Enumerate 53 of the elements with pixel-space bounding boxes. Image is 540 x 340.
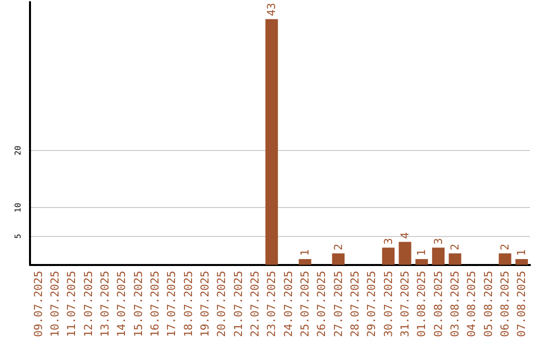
data-label: 3 bbox=[432, 238, 445, 245]
y-tick-label: 20 bbox=[14, 146, 22, 156]
x-tick-label: 30.07.2025 bbox=[382, 270, 395, 338]
x-tick-label: 31.07.2025 bbox=[398, 270, 412, 338]
x-tick-label: 13.07.2025 bbox=[98, 270, 112, 338]
data-label: 1 bbox=[515, 249, 528, 256]
x-tick-label: 25.07.2025 bbox=[298, 270, 312, 338]
x-tick-label: 01.08.2025 bbox=[415, 270, 428, 338]
bar bbox=[515, 259, 528, 265]
data-label: 2 bbox=[332, 244, 345, 250]
x-tick-label: 22.07.2025 bbox=[248, 270, 262, 338]
bar bbox=[398, 242, 412, 265]
x-tick-label: 14.07.2025 bbox=[115, 270, 128, 338]
bar bbox=[332, 253, 345, 265]
bar bbox=[382, 248, 395, 265]
x-tick-label: 07.08.2025 bbox=[515, 270, 528, 338]
data-label: 43 bbox=[265, 2, 278, 16]
x-tick-label: 16.07.2025 bbox=[148, 270, 162, 338]
x-tick-label: 18.07.2025 bbox=[182, 270, 195, 338]
x-tick-label: 23.07.2025 bbox=[265, 270, 278, 338]
x-tick-label: 05.08.2025 bbox=[482, 270, 495, 338]
data-label: 3 bbox=[382, 238, 395, 245]
bar bbox=[432, 248, 445, 265]
x-tick-label: 11.07.2025 bbox=[65, 270, 78, 338]
bar bbox=[498, 253, 512, 265]
x-tick-label: 28.07.2025 bbox=[348, 270, 362, 338]
x-tick-label: 15.07.2025 bbox=[132, 270, 145, 338]
bar bbox=[448, 253, 462, 265]
data-label: 1 bbox=[415, 249, 428, 256]
data-label: 2 bbox=[498, 244, 512, 250]
x-tick-label: 10.07.2025 bbox=[48, 270, 62, 338]
bar bbox=[415, 259, 428, 265]
x-tick-label: 20.07.2025 bbox=[215, 270, 228, 338]
x-tick-label: 09.07.2025 bbox=[32, 270, 45, 338]
y-tick-label: 5 bbox=[14, 234, 22, 239]
x-tick-label: 04.08.2025 bbox=[465, 270, 478, 338]
bar bbox=[298, 259, 312, 265]
bar bbox=[265, 19, 278, 265]
x-tick-label: 26.07.2025 bbox=[315, 270, 328, 338]
x-tick-label: 06.08.2025 bbox=[498, 270, 512, 338]
x-tick-label: 21.07.2025 bbox=[232, 270, 245, 338]
y-tick-label: 10 bbox=[14, 202, 22, 212]
x-tick-label: 24.07.2025 bbox=[282, 270, 295, 338]
x-tick-label: 02.08.2025 bbox=[432, 270, 445, 338]
data-label: 1 bbox=[298, 249, 312, 256]
x-tick-label: 17.07.2025 bbox=[165, 270, 178, 338]
x-tick-label: 27.07.2025 bbox=[332, 270, 345, 338]
data-label: 4 bbox=[398, 232, 412, 239]
x-tick-label: 03.08.2025 bbox=[448, 270, 462, 338]
data-label: 2 bbox=[448, 244, 462, 250]
x-tick-label: 12.07.2025 bbox=[82, 270, 95, 338]
x-tick-label: 19.07.2025 bbox=[198, 270, 212, 338]
x-tick-label: 29.07.2025 bbox=[365, 270, 378, 338]
